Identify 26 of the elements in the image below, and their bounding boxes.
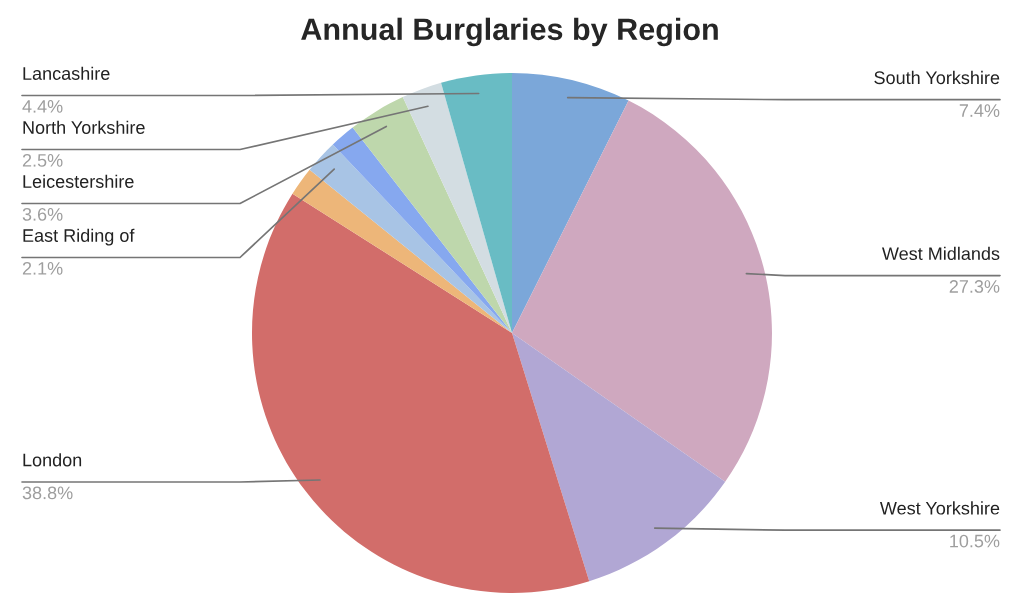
data-label: 4.4% xyxy=(22,100,63,113)
pie-slice xyxy=(309,144,512,333)
slice-label: Leicestershire xyxy=(23,174,134,188)
pie-slice xyxy=(512,333,726,582)
pie-slice xyxy=(441,73,512,333)
pie-slice xyxy=(252,193,590,593)
slice-label: South Yorkshire xyxy=(874,70,1000,85)
pie-slice xyxy=(512,100,772,482)
chart-title: Annual Burglaries by Region xyxy=(301,17,718,47)
data-label: 2.5% xyxy=(22,153,63,167)
slice-label: Lancashire xyxy=(23,66,110,80)
pie-slice xyxy=(512,73,629,333)
slice-label: East Riding of xyxy=(23,228,135,246)
data-label: 7.4% xyxy=(959,104,1000,117)
data-label: 27.3% xyxy=(949,280,1000,293)
pie-slice xyxy=(352,97,512,333)
data-label: 10.5% xyxy=(950,534,1000,548)
pie-slice xyxy=(292,169,512,333)
slice-label: West Midlands xyxy=(882,246,1000,261)
slice-label: London xyxy=(23,453,82,467)
data-label: 3.6% xyxy=(22,207,63,221)
data-label: 38.8% xyxy=(22,486,73,500)
pie-slice xyxy=(402,82,512,333)
slice-label: North Yorkshire xyxy=(23,120,145,134)
slice-label: West Yorkshire xyxy=(879,501,1000,515)
data-label: 2.1% xyxy=(22,261,63,275)
